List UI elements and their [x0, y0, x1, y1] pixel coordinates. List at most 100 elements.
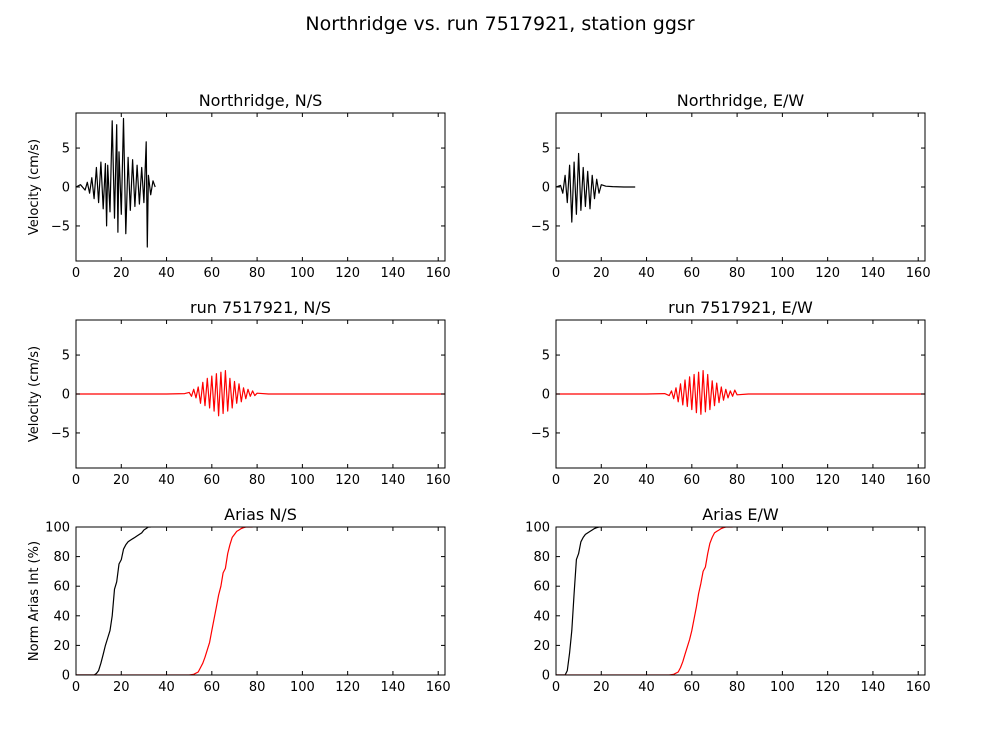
y-tick-label: 5 [62, 142, 70, 157]
x-tick-label: 0 [72, 473, 80, 488]
panel-title: run 7517921, N/S [190, 298, 331, 317]
x-tick-label: 140 [381, 266, 406, 281]
y-axis-label: Velocity (cm/s) [27, 346, 42, 442]
x-tick-label: 80 [729, 266, 746, 281]
x-tick-label: 100 [770, 680, 795, 695]
x-tick-label: 120 [335, 266, 360, 281]
y-tick-label: 0 [542, 181, 550, 196]
y-tick-label: 20 [533, 639, 550, 654]
x-tick-label: 120 [335, 473, 360, 488]
x-tick-label: 100 [770, 473, 795, 488]
x-tick-label: 0 [552, 473, 560, 488]
x-tick-label: 20 [113, 266, 130, 281]
x-tick-label: 100 [290, 680, 315, 695]
x-tick-label: 60 [684, 266, 701, 281]
panel-title: Arias E/W [702, 505, 779, 524]
y-tick-label: 0 [62, 181, 70, 196]
x-tick-label: 100 [290, 266, 315, 281]
series-line-1 [76, 527, 151, 675]
axes-frame [555, 526, 926, 676]
y-tick-label: −5 [531, 219, 550, 234]
x-tick-label: 80 [729, 680, 746, 695]
panel-run-ew: 0 20 40 60 80 100 120 140 160 −5 0 5 run 7517921, E/… [531, 298, 931, 488]
series-line-1 [556, 370, 925, 415]
panel-title: run 7517921, E/W [668, 298, 813, 317]
x-tick-label: 80 [249, 266, 266, 281]
panel-northridge-ns: 0 20 40 60 80 100 120 140 160 −5 0 5 Northridge, N/S… [27, 91, 451, 281]
x-tick-label: 20 [593, 266, 610, 281]
panel-title: Northridge, N/S [199, 91, 323, 110]
series-line-1 [556, 527, 602, 675]
y-tick-label: 0 [62, 669, 70, 684]
y-tick-label: 40 [53, 609, 70, 624]
x-tick-label: 120 [815, 680, 840, 695]
x-tick-label: 140 [861, 680, 886, 695]
panel-run-ns: 0 20 40 60 80 100 120 140 160 −5 0 5 run 7517921, N/… [27, 298, 451, 488]
axes-frame [75, 526, 446, 676]
series-line-1 [76, 370, 445, 417]
x-tick-label: 140 [861, 473, 886, 488]
y-tick-label: 20 [53, 639, 70, 654]
x-tick-label: 40 [638, 680, 655, 695]
x-tick-label: 60 [204, 680, 221, 695]
x-tick-label: 160 [426, 473, 451, 488]
series-line-2 [76, 527, 253, 675]
x-tick-label: 160 [426, 266, 451, 281]
series-line-1 [76, 117, 156, 248]
panel-arias-ns: 0 20 40 60 80 100 120 140 160 0 20 40 60 80 100 Arias N… [27, 505, 451, 695]
y-tick-label: 100 [525, 521, 550, 536]
x-tick-label: 160 [426, 680, 451, 695]
y-tick-label: 100 [45, 521, 70, 536]
panels: 0 20 40 60 80 100 120 140 160 −5 0 5 Northridge, N/S… [27, 91, 931, 695]
figure-title: Northridge vs. run 7517921, station ggsr [305, 13, 694, 35]
y-tick-label: 0 [62, 388, 70, 403]
x-tick-label: 160 [906, 473, 931, 488]
y-tick-label: −5 [51, 219, 70, 234]
x-tick-label: 60 [204, 473, 221, 488]
x-tick-label: 40 [638, 473, 655, 488]
panel-arias-ew: 0 20 40 60 80 100 120 140 160 0 20 40 60 80 100 Arias E… [525, 505, 930, 695]
series-line-1 [556, 152, 636, 223]
x-tick-label: 60 [684, 680, 701, 695]
y-tick-label: 60 [533, 580, 550, 595]
y-tick-label: 5 [542, 349, 550, 364]
x-tick-label: 20 [593, 473, 610, 488]
x-tick-label: 0 [72, 680, 80, 695]
x-tick-label: 40 [158, 680, 175, 695]
x-tick-label: 100 [290, 473, 315, 488]
y-axis-label: Norm Arias Int (%) [27, 541, 42, 661]
y-tick-label: 80 [533, 550, 550, 565]
x-tick-label: 80 [249, 680, 266, 695]
x-tick-label: 40 [638, 266, 655, 281]
x-tick-label: 160 [906, 680, 931, 695]
x-tick-label: 140 [381, 473, 406, 488]
x-tick-label: 20 [113, 473, 130, 488]
x-tick-label: 120 [335, 680, 360, 695]
x-tick-label: 140 [861, 266, 886, 281]
x-tick-label: 40 [158, 473, 175, 488]
y-tick-label: −5 [51, 426, 70, 441]
x-tick-label: 0 [552, 680, 560, 695]
x-tick-label: 0 [552, 266, 560, 281]
series-line-2 [556, 527, 733, 675]
y-tick-label: −5 [531, 426, 550, 441]
y-tick-label: 40 [533, 609, 550, 624]
y-tick-label: 0 [542, 388, 550, 403]
x-tick-label: 120 [815, 266, 840, 281]
y-tick-label: 5 [62, 349, 70, 364]
x-tick-label: 140 [381, 680, 406, 695]
x-tick-label: 40 [158, 266, 175, 281]
x-tick-label: 20 [593, 680, 610, 695]
x-tick-label: 0 [72, 266, 80, 281]
x-tick-label: 120 [815, 473, 840, 488]
x-tick-label: 80 [729, 473, 746, 488]
y-tick-label: 80 [53, 550, 70, 565]
panel-northridge-ew: 0 20 40 60 80 100 120 140 160 −5 0 5 Northridge, E/W [531, 91, 931, 281]
x-tick-label: 20 [113, 680, 130, 695]
x-tick-label: 60 [204, 266, 221, 281]
panel-title: Arias N/S [224, 505, 297, 524]
x-tick-label: 100 [770, 266, 795, 281]
y-tick-label: 60 [53, 580, 70, 595]
y-tick-label: 5 [542, 142, 550, 157]
